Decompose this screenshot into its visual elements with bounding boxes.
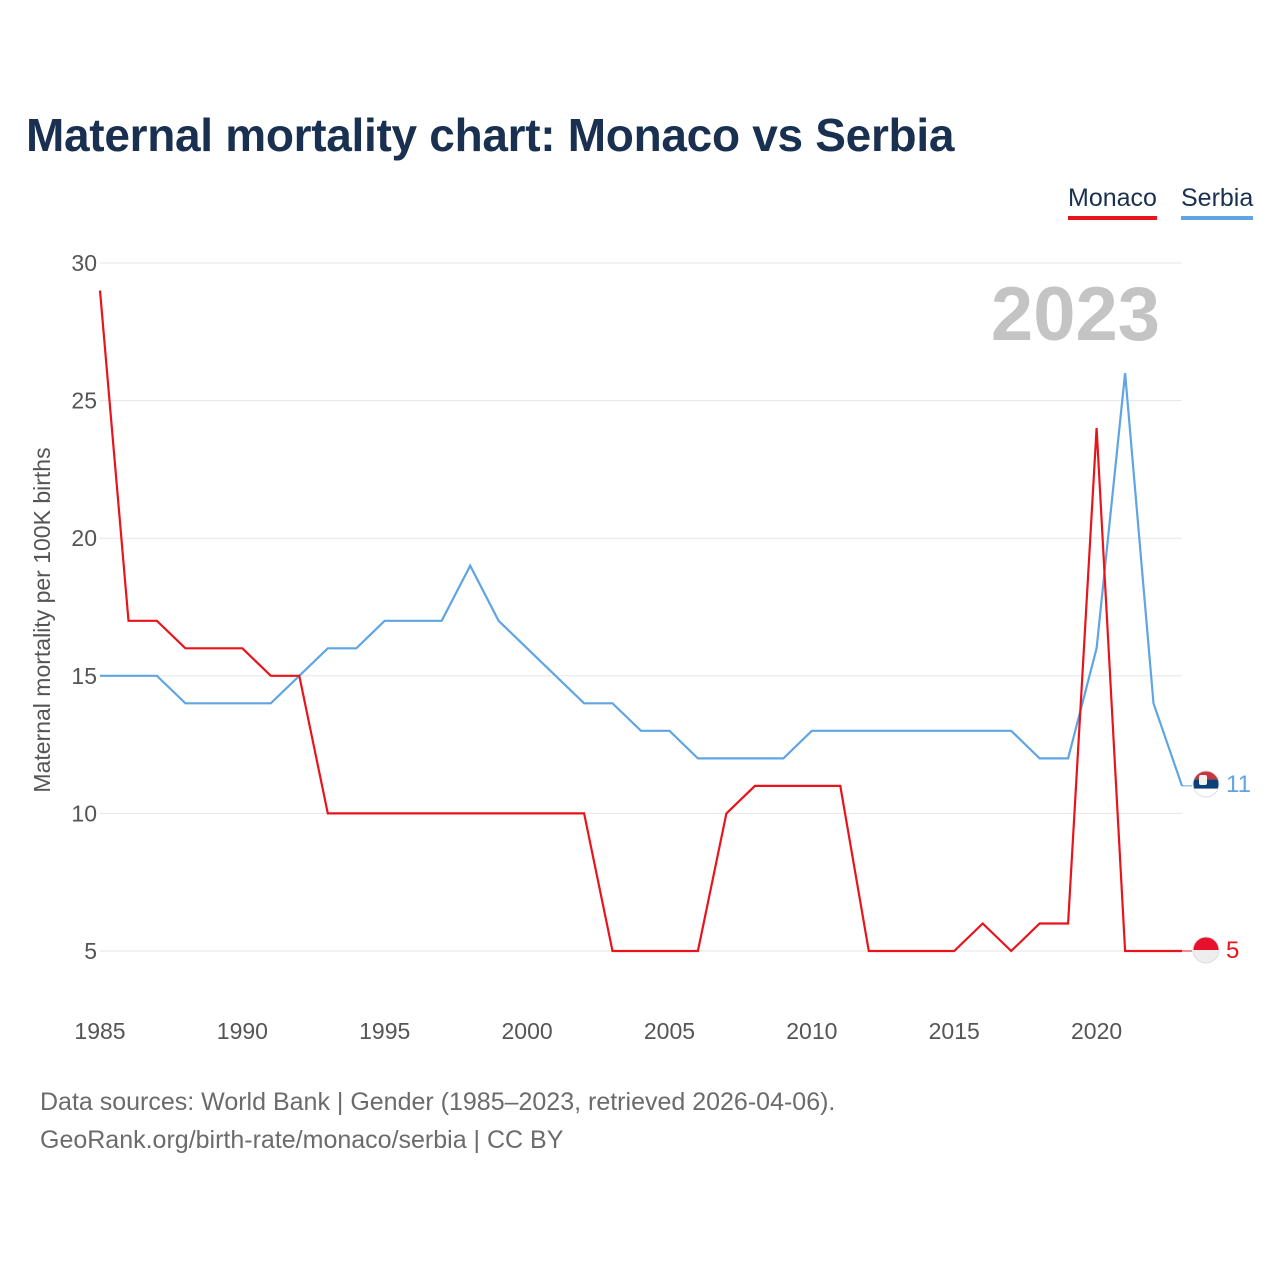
y-tick-label: 5 [84, 938, 97, 964]
legend-item-monaco[interactable]: Monaco [1068, 184, 1157, 220]
y-axis-title: Maternal mortality per 100K births [29, 447, 55, 792]
series-line-serbia[interactable] [100, 372, 1184, 787]
y-tick-label: 20 [71, 525, 97, 551]
y-axis-ticks: 5 10 15 20 25 30 [71, 250, 97, 964]
x-tick-label: 2015 [929, 1018, 980, 1044]
y-tick-label: 15 [71, 663, 97, 689]
series-line-monaco[interactable] [98, 290, 1182, 953]
y-tick-label: 30 [71, 250, 97, 276]
y-tick-label: 10 [71, 800, 97, 826]
serbia-flag-icon [1193, 771, 1219, 797]
monaco-flag-icon [1193, 937, 1219, 963]
x-tick-label: 2020 [1071, 1018, 1122, 1044]
year-watermark: 2023 [991, 272, 1160, 357]
footer-source: Data sources: World Bank | Gender (1985–… [40, 1088, 836, 1116]
x-axis-ticks: 1985 1990 1995 2000 2005 2010 2015 2020 [74, 1018, 1122, 1044]
y-tick-label: 25 [71, 388, 97, 414]
footer-credit: GeoRank.org/birth-rate/monaco/serbia | C… [40, 1126, 564, 1154]
x-tick-label: 1990 [217, 1018, 268, 1044]
x-tick-label: 1995 [359, 1018, 410, 1044]
gridlines [100, 262, 1182, 952]
end-value-monaco: 5 [1226, 937, 1239, 964]
x-tick-label: 2005 [644, 1018, 695, 1044]
end-value-serbia: 11 [1226, 771, 1251, 798]
x-tick-label: 2010 [786, 1018, 837, 1044]
legend-item-serbia[interactable]: Serbia [1181, 184, 1254, 220]
x-tick-label: 1985 [74, 1018, 125, 1044]
series-lines [98, 290, 1192, 953]
chart-title: Maternal mortality chart: Monaco vs Serb… [26, 109, 955, 161]
x-tick-label: 2000 [502, 1018, 553, 1044]
